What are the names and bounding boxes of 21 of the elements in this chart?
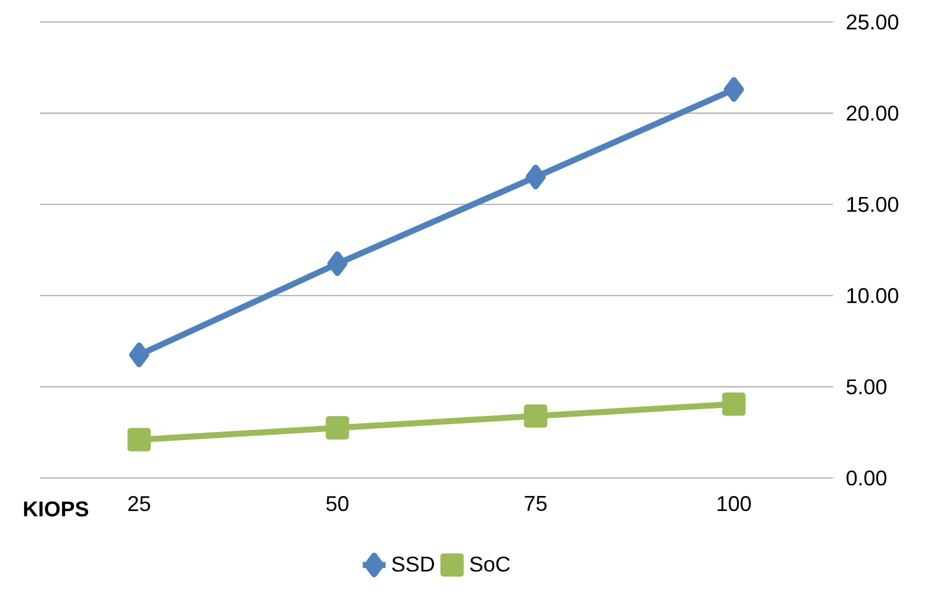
point bbox=[129, 342, 150, 368]
legend-label: SSD bbox=[392, 556, 434, 572]
point bbox=[524, 404, 548, 428]
point bbox=[724, 77, 744, 102]
y-tick-label: 0.00 bbox=[846, 470, 886, 486]
x-axis-title: KIOPS bbox=[24, 501, 88, 516]
point bbox=[127, 428, 151, 452]
y-tick-label: 25.00 bbox=[846, 14, 898, 30]
point bbox=[327, 251, 348, 276]
y-tick-label: 10.00 bbox=[847, 288, 898, 304]
x-tick-label: 100 bbox=[718, 496, 751, 512]
y-tick-label: 20.00 bbox=[846, 106, 898, 121]
y-tick-label: 15.00 bbox=[847, 196, 898, 212]
x-tick-label: 75 bbox=[524, 496, 547, 511]
y-tick-label: 5.00 bbox=[846, 379, 886, 394]
point bbox=[526, 164, 546, 190]
point bbox=[722, 392, 746, 416]
x-tick-label: 25 bbox=[128, 496, 150, 512]
x-tick-label: 50 bbox=[326, 496, 348, 512]
legend-label: SoC bbox=[470, 556, 510, 572]
point bbox=[326, 416, 350, 440]
